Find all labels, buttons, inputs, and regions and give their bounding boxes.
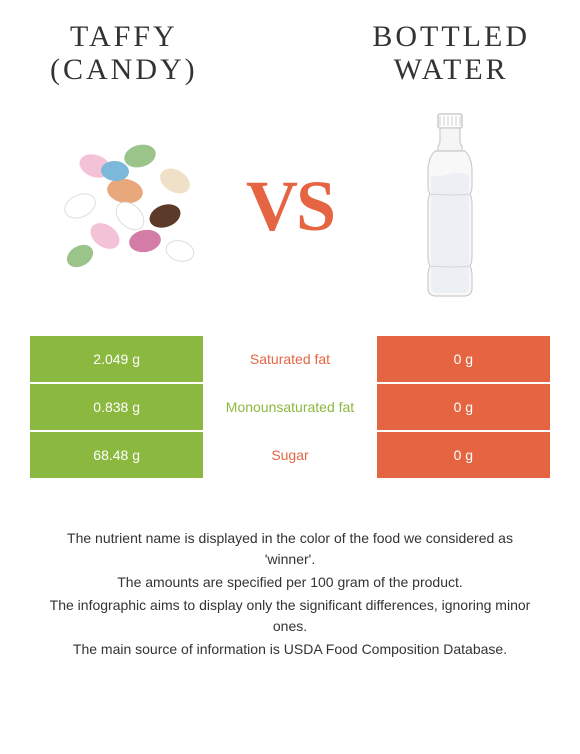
left-food-title: TAFFY (CANDY) <box>50 20 198 86</box>
table-row: 0.838 g Monounsaturated fat 0 g <box>30 384 550 430</box>
right-food-title: BOTTLED WATER <box>372 20 530 86</box>
bottle-image <box>360 106 540 306</box>
nutrient-label: Sugar <box>203 432 376 478</box>
left-value: 68.48 g <box>30 432 203 478</box>
header: TAFFY (CANDY) BOTTLED WATER <box>20 20 560 86</box>
taffy-image <box>40 106 220 306</box>
nutrient-label: Saturated fat <box>203 336 376 382</box>
right-value: 0 g <box>377 384 550 430</box>
vs-text: VS <box>246 165 334 248</box>
left-title-line2: (CANDY) <box>50 53 198 86</box>
right-value: 0 g <box>377 432 550 478</box>
note-line: The nutrient name is displayed in the co… <box>45 528 535 570</box>
notes-section: The nutrient name is displayed in the co… <box>20 528 560 660</box>
right-value: 0 g <box>377 336 550 382</box>
comparison-table: 2.049 g Saturated fat 0 g 0.838 g Monoun… <box>30 336 550 478</box>
images-row: VS <box>20 101 560 311</box>
note-line: The infographic aims to display only the… <box>45 595 535 637</box>
nutrient-label: Monounsaturated fat <box>203 384 376 430</box>
right-title-line1: BOTTLED <box>372 20 530 53</box>
left-value: 0.838 g <box>30 384 203 430</box>
note-line: The amounts are specified per 100 gram o… <box>45 572 535 593</box>
left-value: 2.049 g <box>30 336 203 382</box>
note-line: The main source of information is USDA F… <box>45 639 535 660</box>
left-title-line1: TAFFY <box>70 20 178 53</box>
right-title-line2: WATER <box>372 53 530 86</box>
table-row: 68.48 g Sugar 0 g <box>30 432 550 478</box>
table-row: 2.049 g Saturated fat 0 g <box>30 336 550 382</box>
